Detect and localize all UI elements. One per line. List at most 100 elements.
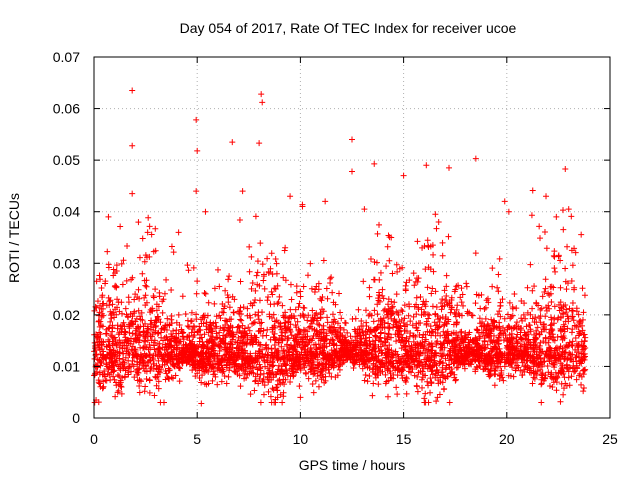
data-point bbox=[260, 391, 267, 398]
data-point bbox=[220, 336, 227, 343]
data-point bbox=[384, 367, 391, 374]
data-point bbox=[129, 190, 136, 197]
data-point bbox=[287, 281, 294, 288]
data-point bbox=[320, 322, 327, 329]
data-point bbox=[568, 373, 575, 380]
data-point bbox=[300, 360, 307, 367]
data-point bbox=[239, 322, 246, 329]
data-point bbox=[568, 329, 575, 336]
data-point bbox=[360, 278, 367, 285]
data-point bbox=[264, 255, 271, 262]
data-point bbox=[571, 368, 578, 375]
data-point bbox=[364, 378, 371, 385]
data-point bbox=[193, 116, 200, 123]
data-point bbox=[550, 252, 557, 259]
data-point bbox=[534, 324, 541, 331]
data-point bbox=[142, 338, 149, 345]
data-point bbox=[247, 391, 254, 398]
data-point bbox=[377, 269, 384, 276]
data-point bbox=[112, 349, 119, 356]
data-point bbox=[142, 383, 149, 390]
data-point bbox=[374, 311, 381, 318]
data-point bbox=[529, 187, 536, 194]
data-point bbox=[534, 367, 541, 374]
data-point bbox=[415, 369, 422, 376]
data-point bbox=[557, 284, 564, 291]
data-point bbox=[160, 399, 167, 406]
data-point bbox=[384, 243, 391, 250]
data-point bbox=[151, 337, 158, 344]
data-point bbox=[422, 266, 429, 273]
data-point bbox=[375, 381, 382, 388]
data-point bbox=[458, 328, 465, 335]
data-point bbox=[398, 372, 405, 379]
data-point bbox=[546, 383, 553, 390]
data-point bbox=[256, 140, 263, 147]
data-point bbox=[287, 193, 294, 200]
data-point bbox=[427, 323, 434, 330]
data-point bbox=[419, 384, 426, 391]
data-point bbox=[237, 278, 244, 285]
data-point bbox=[214, 266, 221, 273]
data-point bbox=[538, 399, 545, 406]
data-point bbox=[244, 305, 251, 312]
y-tick-label: 0 bbox=[72, 410, 80, 426]
data-point bbox=[452, 286, 459, 293]
data-point bbox=[265, 270, 272, 277]
data-point bbox=[436, 391, 443, 398]
data-point bbox=[182, 341, 189, 348]
data-point bbox=[176, 378, 183, 385]
data-point bbox=[110, 272, 117, 279]
data-point bbox=[569, 307, 576, 314]
data-point bbox=[530, 345, 537, 352]
data-point bbox=[141, 337, 148, 344]
data-point bbox=[381, 342, 388, 349]
data-point bbox=[118, 260, 125, 267]
data-point bbox=[513, 319, 520, 326]
data-point bbox=[315, 321, 322, 328]
data-point bbox=[542, 276, 549, 283]
data-point bbox=[264, 297, 271, 304]
data-point bbox=[434, 372, 441, 379]
data-point bbox=[312, 377, 319, 384]
data-point bbox=[224, 291, 231, 298]
data-point bbox=[129, 142, 136, 149]
data-point bbox=[560, 348, 567, 355]
data-point bbox=[435, 380, 442, 387]
data-point bbox=[170, 249, 177, 256]
data-point bbox=[151, 392, 158, 399]
data-point bbox=[162, 376, 169, 383]
data-point bbox=[225, 276, 232, 283]
data-point bbox=[175, 229, 182, 236]
data-point bbox=[548, 371, 555, 378]
data-point bbox=[270, 362, 277, 369]
data-point bbox=[139, 270, 146, 277]
data-point bbox=[267, 265, 274, 272]
data-point bbox=[313, 283, 320, 290]
data-point bbox=[543, 245, 550, 252]
data-point bbox=[125, 294, 132, 301]
data-point bbox=[531, 283, 538, 290]
data-point bbox=[113, 342, 120, 349]
data-point bbox=[581, 337, 588, 344]
data-point bbox=[472, 155, 479, 162]
data-point bbox=[229, 139, 236, 146]
data-point bbox=[91, 339, 98, 346]
data-point bbox=[269, 271, 276, 278]
data-point bbox=[356, 361, 363, 368]
data-point bbox=[496, 308, 503, 315]
data-point bbox=[188, 317, 195, 324]
data-point bbox=[375, 295, 382, 302]
data-point bbox=[568, 278, 575, 285]
data-point bbox=[576, 319, 583, 326]
data-point bbox=[558, 380, 565, 387]
data-point bbox=[362, 307, 369, 314]
data-point bbox=[427, 266, 434, 273]
data-point bbox=[371, 307, 378, 314]
data-point bbox=[489, 265, 496, 272]
data-point bbox=[512, 359, 519, 366]
data-point bbox=[529, 305, 536, 312]
data-point bbox=[538, 371, 545, 378]
data-point bbox=[386, 368, 393, 375]
